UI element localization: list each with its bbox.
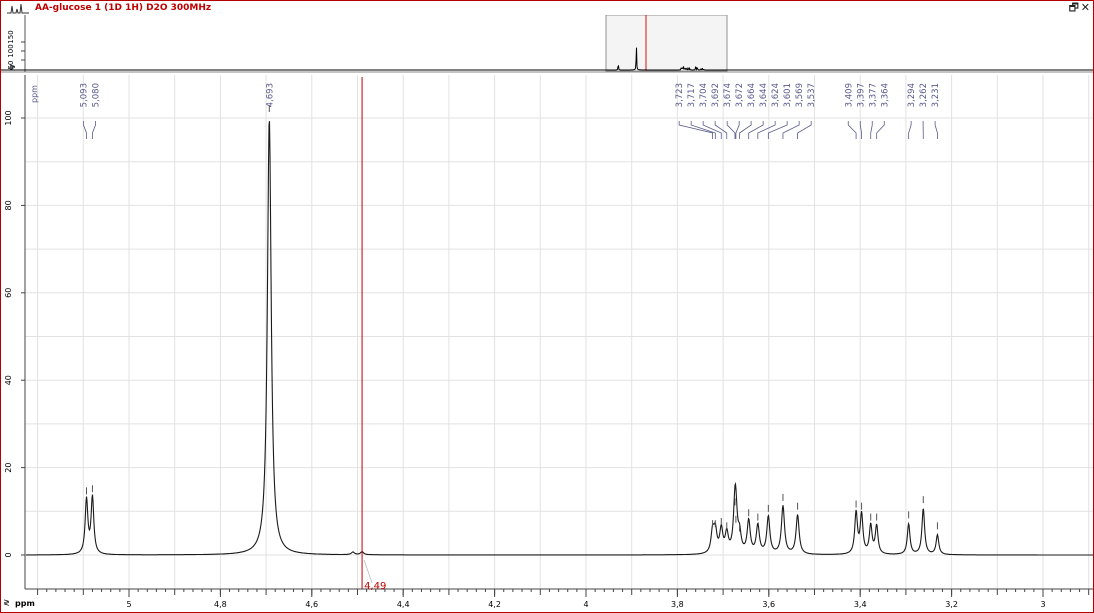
overview-y-tick-label: 50 [7,61,15,70]
peak-label: 3,674 [723,83,733,107]
y-tick-label: 80 [4,200,13,210]
cursor-guide [363,559,373,584]
overview-y-tick-label: 100 [7,44,15,57]
close-button[interactable]: ✕ [1080,1,1090,14]
peak-label: 3,231 [931,83,941,107]
peak-label: 3,377 [868,83,878,107]
x-axis-marker: ≷ [3,598,10,607]
x-axis-ticks: 5 4,8 4,6 4,4 4,2 4 3,8 3,6 3,4 3,2 3 [37,589,1090,609]
x-tick-label: 4,4 [397,600,410,609]
peak-label: 3,644 [759,83,769,107]
overview-y-axis-marker: ≷ [9,63,16,72]
x-tick-label: 4,8 [214,600,227,609]
peak-label: 3,569 [795,83,805,107]
peak-label: 3,262 [919,83,929,107]
peak-label-leader [767,121,788,139]
restore-button[interactable]: 🗗 [1068,1,1079,14]
peak-label: 3,624 [771,83,781,107]
spectrum-icon [7,3,29,14]
peak-label-leader [690,121,716,139]
peak-label: 4,693 [265,83,275,107]
grid-lines [25,75,1093,589]
peak-label: 5,093 [79,83,89,107]
title-bar[interactable]: AA-glucose 1 (1D 1H) D2O 300MHz 🗗 ✕ [1,1,1093,16]
x-axis-label: ppm [15,599,35,608]
x-tick-label: 3 [1040,600,1045,609]
peak-label: 3,397 [856,83,866,107]
peak-label-leader [735,121,740,139]
peak-label-leader [714,121,728,139]
x-tick-label: 3,4 [854,600,867,609]
peak-label: 3,537 [807,83,817,107]
peak-label-leader [876,121,885,139]
x-tick-label: 4 [583,600,588,609]
peak-markers [85,105,938,532]
y-tick-label: 60 [4,288,13,298]
peak-label: 3,723 [675,83,685,107]
peak-label: 3,672 [735,83,745,107]
overview-background [1,15,1093,72]
peak-label-leader [748,121,764,139]
peak-label: 3,294 [907,83,917,107]
peak-label: 3,692 [711,83,721,107]
peak-label: 5,080 [91,83,101,107]
peak-label: 3,364 [880,83,890,107]
y-tick-label: 0 [4,552,13,557]
peak-label: 3,704 [699,83,709,107]
window-title: AA-glucose 1 (1D 1H) D2O 300MHz [35,3,212,13]
overview-y-tick-label: 150 [7,30,15,43]
peak-label-leader [678,121,713,139]
x-tick-label: 4,2 [488,600,501,609]
peak-label: 3,664 [747,83,757,107]
peak-label-leader [859,121,862,139]
peak-label-leader [934,121,938,139]
overview-trace [1,47,1093,71]
peak-label-leader [797,121,812,139]
peak-label: 3,601 [783,83,793,107]
x-tick-label: 5 [126,600,131,609]
y-tick-label: 40 [4,375,13,385]
y-tick-label: 20 [4,463,13,473]
x-tick-label: 3,8 [671,600,684,609]
peak-label-leader [847,121,857,139]
peak-label-leader [702,121,722,139]
peak-label-leader [726,121,736,139]
spectrum-trace [26,121,1093,556]
x-tick-label: 3,2 [945,600,958,609]
peak-label-leader [92,121,96,139]
peak-label-leader [870,121,873,139]
x-tick-label: 4,6 [305,600,318,609]
x-tick-label: 3,6 [762,600,775,609]
overview-zoom-window[interactable] [605,15,728,72]
y-tick-label: 100 [4,110,13,125]
peak-label: 3,409 [844,83,854,107]
peak-label-leader [757,121,776,139]
y-unit-label: ppm [30,85,39,103]
peak-label-leader [782,121,800,139]
peak-label-leader [83,121,87,139]
y-axis-ticks: 0 20 40 60 80 100 [4,110,25,558]
peak-label-leader [739,121,752,139]
cursor-label: 4,49 [364,581,386,592]
peak-label-leader [908,121,912,139]
peak-label: 3,717 [687,83,697,107]
peak-labels: 5,093 5,080 4,693 3,723 3,717 3,704 3,692 3,674… [79,83,941,139]
